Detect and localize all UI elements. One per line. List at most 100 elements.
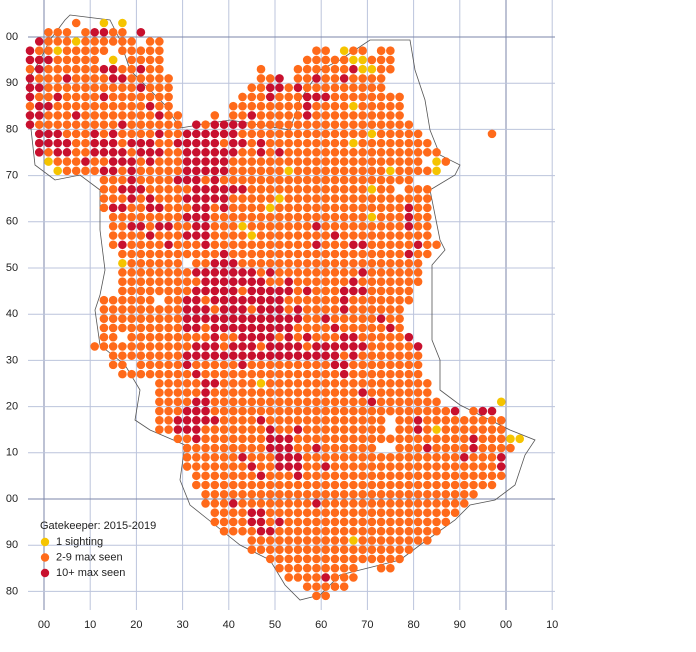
record-dot xyxy=(145,148,155,157)
record-dot xyxy=(330,240,340,250)
record-dot xyxy=(358,240,367,250)
record-dot xyxy=(201,397,210,407)
record-dot xyxy=(423,212,432,222)
record-dot xyxy=(247,406,257,416)
record-dot xyxy=(228,175,238,185)
record-dot xyxy=(192,240,201,250)
x-label: 10 xyxy=(84,619,96,631)
record-dot xyxy=(302,101,312,111)
record-dot xyxy=(182,332,192,342)
record-dot xyxy=(404,397,414,407)
record-dot xyxy=(321,388,330,397)
record-dot xyxy=(423,194,432,203)
record-dot xyxy=(441,480,451,490)
record-dot xyxy=(459,443,469,453)
record-dot xyxy=(293,277,303,287)
record-dot xyxy=(302,471,312,481)
record-dot xyxy=(284,369,294,379)
record-dot xyxy=(321,416,330,425)
record-dot xyxy=(321,369,330,379)
x-label: 80 xyxy=(407,619,419,631)
record-dot xyxy=(349,231,358,240)
record-dot xyxy=(155,37,164,46)
record-dot xyxy=(108,83,118,92)
record-dot xyxy=(201,203,210,213)
record-dot xyxy=(192,305,201,314)
record-dot xyxy=(256,203,266,213)
record-dot xyxy=(173,323,183,333)
record-dot xyxy=(155,314,164,323)
record-dot xyxy=(275,406,284,416)
record-dot xyxy=(275,268,284,277)
record-dot xyxy=(201,138,210,148)
record-dot xyxy=(247,314,257,323)
record-dot xyxy=(302,64,312,74)
record-dot xyxy=(192,295,201,305)
record-dot xyxy=(256,138,266,148)
record-dot xyxy=(71,92,81,102)
record-dot xyxy=(275,129,284,139)
record-dot xyxy=(358,314,367,323)
record-dot xyxy=(238,388,247,397)
record-dot xyxy=(284,175,294,185)
record-dot xyxy=(293,83,303,92)
record-dot xyxy=(478,416,488,425)
record-dot xyxy=(201,425,210,434)
record-dot xyxy=(386,563,395,573)
record-dot xyxy=(404,166,414,176)
record-dot xyxy=(432,517,441,527)
record-dot xyxy=(108,332,118,342)
record-dot xyxy=(145,212,155,222)
record-dot xyxy=(293,397,303,407)
record-dot xyxy=(284,166,294,176)
record-dot xyxy=(247,295,257,305)
record-dot xyxy=(265,249,275,259)
record-dot xyxy=(62,101,72,111)
record-dot xyxy=(423,508,432,518)
record-dot xyxy=(367,55,377,65)
record-dot xyxy=(404,406,414,416)
record-dot xyxy=(358,517,367,527)
record-dot xyxy=(192,480,201,490)
record-dot xyxy=(339,129,349,139)
record-dot xyxy=(423,480,432,490)
record-dot xyxy=(487,471,497,481)
record-dot xyxy=(376,83,386,92)
record-dot xyxy=(118,314,127,323)
record-dot xyxy=(71,120,81,129)
record-dot xyxy=(256,277,266,287)
record-dot xyxy=(228,268,238,277)
record-dot xyxy=(201,314,210,323)
record-dot xyxy=(210,157,220,166)
record-dot xyxy=(118,92,127,102)
record-dot xyxy=(25,83,35,92)
record-dot xyxy=(367,83,377,92)
record-dot xyxy=(386,434,395,444)
record-dot xyxy=(302,212,312,222)
record-dot xyxy=(284,138,294,148)
record-dot xyxy=(127,212,136,222)
record-dot xyxy=(118,111,127,120)
record-dot xyxy=(265,379,275,388)
record-dot xyxy=(423,462,432,471)
record-dot xyxy=(349,416,358,425)
record-dot xyxy=(367,452,377,462)
record-dot xyxy=(99,295,109,305)
record-dot xyxy=(339,582,349,591)
record-dot xyxy=(247,369,257,379)
record-dot xyxy=(247,416,257,425)
record-dot xyxy=(275,240,284,250)
record-dot xyxy=(275,545,284,554)
record-dot xyxy=(395,554,404,564)
record-dot xyxy=(302,92,312,102)
record-dot xyxy=(496,452,506,462)
record-dot xyxy=(330,138,340,148)
record-dot xyxy=(432,480,441,490)
y-label: 80 xyxy=(6,123,18,135)
record-dot xyxy=(302,221,312,231)
record-dot xyxy=(265,92,275,102)
record-dot xyxy=(293,74,303,83)
record-dot xyxy=(386,397,395,407)
record-dot xyxy=(256,388,266,397)
record-dot xyxy=(164,240,173,250)
